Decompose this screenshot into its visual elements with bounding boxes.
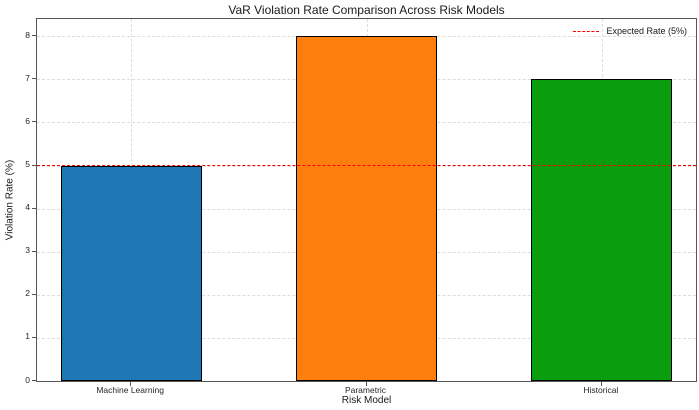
y-tick-label: 4 — [25, 202, 30, 213]
y-axis-label: Violation Rate (%) — [4, 159, 16, 241]
y-tick-label: 2 — [25, 288, 30, 299]
legend: Expected Rate (5%) — [573, 26, 687, 36]
y-tick-label: 8 — [25, 29, 30, 40]
x-tick-mark — [365, 382, 367, 386]
x-tick-label: Parametric — [344, 385, 387, 395]
x-tick-mark — [600, 382, 602, 386]
y-tick-label: 5 — [25, 159, 30, 170]
bar-parametric — [295, 36, 438, 381]
bar-historical — [531, 79, 673, 381]
x-axis-label: Risk Model — [341, 395, 392, 406]
chart-title: VaR Violation Rate Comparison Across Ris… — [228, 3, 505, 17]
legend-dashed-line-sample — [573, 30, 600, 32]
y-tick-label: 0 — [25, 374, 30, 385]
y-tick-label: 7 — [25, 72, 30, 83]
y-tick-mark — [32, 380, 36, 381]
y-tick-mark — [32, 78, 36, 80]
y-tick-mark — [32, 336, 36, 338]
y-tick-label: 3 — [25, 245, 30, 256]
y-tick-label: 1 — [25, 331, 30, 342]
plot-area: Expected Rate (5%) — [36, 18, 697, 382]
x-tick-mark — [130, 382, 132, 386]
legend-label: Expected Rate (5%) — [606, 26, 687, 36]
x-tick-label: Machine Learning — [96, 385, 164, 395]
y-tick-label: 6 — [25, 115, 30, 126]
y-tick-mark — [32, 35, 36, 37]
bar-machine-learning — [60, 165, 202, 381]
y-tick-mark — [32, 293, 36, 295]
x-tick-label: Historical — [583, 385, 619, 395]
y-tick-mark — [32, 207, 36, 209]
y-tick-mark — [32, 164, 36, 166]
y-tick-mark — [32, 121, 36, 123]
expected-rate-reference-line — [37, 164, 696, 166]
y-tick-mark — [32, 250, 36, 252]
